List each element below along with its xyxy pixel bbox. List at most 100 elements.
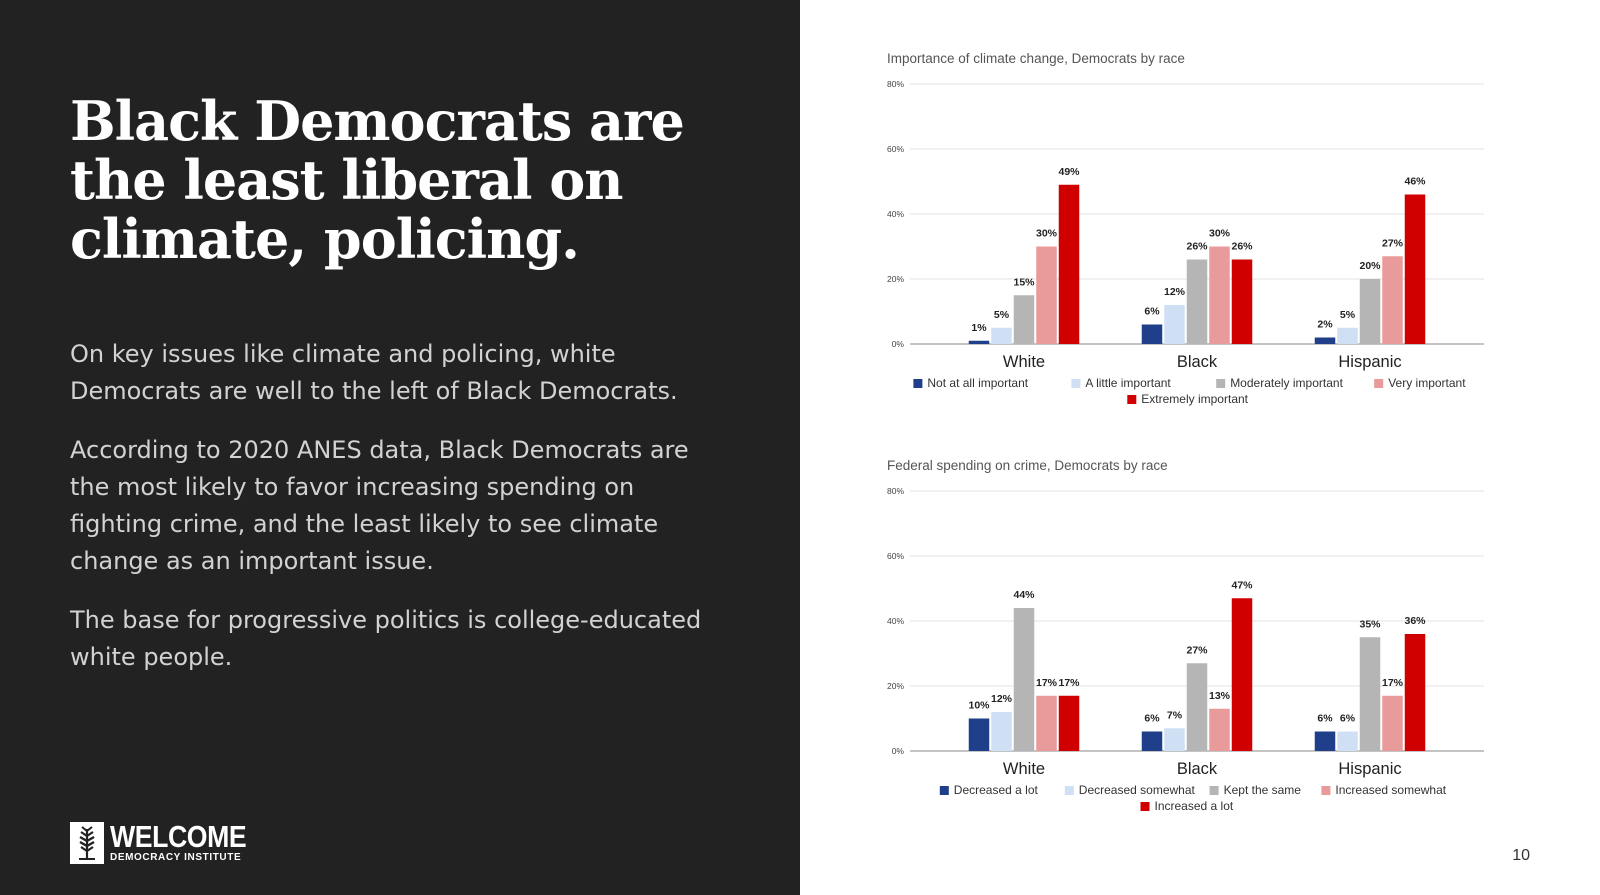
chart-svg: Importance of climate change, Democrats … [887, 51, 1484, 406]
body-paragraph: On key issues like climate and policing,… [70, 340, 678, 405]
welcome-logo: WELCOME DEMOCRACY INSTITUTE [70, 819, 268, 864]
data-label: 17% [1036, 677, 1058, 689]
bar-hispanic-moderately-important [1359, 279, 1381, 344]
data-label: 13% [1209, 690, 1231, 702]
left-panel: Black Democrats are the least liberal on… [0, 0, 800, 895]
data-label: 26% [1186, 241, 1208, 253]
y-tick-label: 20% [887, 274, 904, 284]
category-label: Hispanic [1338, 760, 1401, 778]
bar-black-a-little-important [1164, 305, 1185, 344]
data-label: 49% [1058, 166, 1080, 178]
data-label: 17% [1058, 677, 1080, 689]
legend-swatch [1071, 379, 1081, 388]
data-label: 36% [1404, 615, 1426, 627]
bar-hispanic-increased-a-lot [1404, 634, 1426, 751]
legend-label: A little important [1085, 376, 1171, 390]
bar-white-increased-somewhat [1036, 695, 1057, 751]
bar-black-increased-somewhat [1209, 708, 1230, 751]
y-tick-label: 80% [887, 79, 904, 89]
slide-headline: Black Democrats are the least liberal on… [70, 89, 685, 271]
data-label: 46% [1404, 176, 1426, 188]
data-label: 27% [1382, 237, 1404, 249]
bar-hispanic-decreased-a-lot [1314, 731, 1336, 751]
legend-swatch [1127, 395, 1137, 404]
data-label: 44% [1013, 589, 1035, 601]
page-number: 10 [1512, 847, 1530, 864]
data-label: 5% [994, 309, 1010, 321]
bar-white-very-important [1036, 246, 1057, 344]
legend-swatch [1209, 786, 1219, 795]
data-label: 5% [1340, 309, 1356, 321]
logo-word: WELCOME [110, 819, 247, 854]
data-label: 26% [1231, 241, 1253, 253]
wheat-logo-icon [70, 822, 104, 864]
chart-title: Importance of climate change, Democrats … [887, 51, 1185, 66]
data-label: 1% [971, 322, 987, 334]
data-label: 2% [1317, 319, 1333, 331]
data-label: 6% [1340, 713, 1356, 725]
bar-white-a-little-important [991, 327, 1012, 344]
legend-label: Increased a lot [1155, 799, 1234, 813]
legend-label: Kept the same [1224, 783, 1302, 797]
data-label: 27% [1186, 644, 1208, 656]
data-label: 12% [991, 693, 1013, 705]
bar-white-not-at-all-important [968, 340, 990, 344]
legend-swatch [913, 379, 923, 388]
legend-label: Extremely important [1141, 392, 1248, 406]
bar-white-extremely-important [1058, 184, 1080, 344]
category-label: White [1003, 353, 1045, 371]
data-label: 10% [968, 700, 990, 712]
legend-swatch [1216, 379, 1226, 388]
data-label: 6% [1144, 713, 1160, 725]
bar-black-kept-the-same [1186, 663, 1208, 751]
legend-label: Decreased somewhat [1079, 783, 1196, 797]
data-label: 35% [1359, 618, 1381, 630]
y-tick-label: 20% [887, 681, 904, 691]
legend-label: Moderately important [1230, 376, 1343, 390]
slide-body: On key issues like climate and policing,… [70, 336, 720, 698]
legend-swatch [939, 786, 949, 795]
category-label: Black [1177, 760, 1218, 778]
body-paragraph: According to 2020 ANES data, Black Democ… [70, 436, 689, 575]
climate-importance-chart: Importance of climate change, Democrats … [884, 40, 1524, 440]
bar-black-very-important [1209, 246, 1230, 344]
legend-label: Decreased a lot [954, 783, 1039, 797]
chart-svg: Federal spending on crime, Democrats by … [887, 458, 1484, 813]
bar-black-decreased-somewhat [1164, 728, 1185, 751]
bar-black-not-at-all-important [1141, 324, 1163, 344]
legend-swatch [1140, 802, 1150, 811]
bar-hispanic-kept-the-same [1359, 637, 1381, 751]
bar-black-extremely-important [1231, 259, 1253, 344]
data-label: 17% [1382, 677, 1404, 689]
legend-swatch [1374, 379, 1384, 388]
data-label: 7% [1167, 709, 1183, 721]
bar-white-decreased-somewhat [991, 712, 1012, 751]
data-label: 30% [1209, 228, 1231, 240]
bar-white-decreased-a-lot [968, 718, 990, 751]
category-label: Hispanic [1338, 353, 1401, 371]
y-tick-label: 60% [887, 144, 904, 154]
body-paragraph: The base for progressive politics is col… [70, 606, 702, 671]
bar-black-moderately-important [1186, 259, 1208, 344]
legend-label: Very important [1388, 376, 1466, 390]
y-tick-label: 40% [887, 616, 904, 626]
y-tick-label: 0% [892, 746, 905, 756]
data-label: 30% [1036, 228, 1058, 240]
crime-spending-chart: Federal spending on crime, Democrats by … [884, 447, 1524, 847]
bar-black-decreased-a-lot [1141, 731, 1163, 751]
legend-swatch [1321, 786, 1331, 795]
data-label: 47% [1231, 579, 1253, 591]
bar-hispanic-extremely-important [1404, 194, 1426, 344]
bar-hispanic-decreased-somewhat [1337, 731, 1358, 751]
data-label: 6% [1317, 713, 1333, 725]
bar-black-increased-a-lot [1231, 598, 1253, 751]
bar-hispanic-a-little-important [1337, 327, 1358, 344]
data-label: 15% [1013, 276, 1035, 288]
data-label: 6% [1144, 306, 1160, 318]
legend-label: Not at all important [927, 376, 1028, 390]
y-tick-label: 80% [887, 486, 904, 496]
y-tick-label: 60% [887, 551, 904, 561]
bar-hispanic-increased-somewhat [1382, 695, 1403, 751]
y-tick-label: 40% [887, 209, 904, 219]
chart-title: Federal spending on crime, Democrats by … [887, 458, 1168, 473]
